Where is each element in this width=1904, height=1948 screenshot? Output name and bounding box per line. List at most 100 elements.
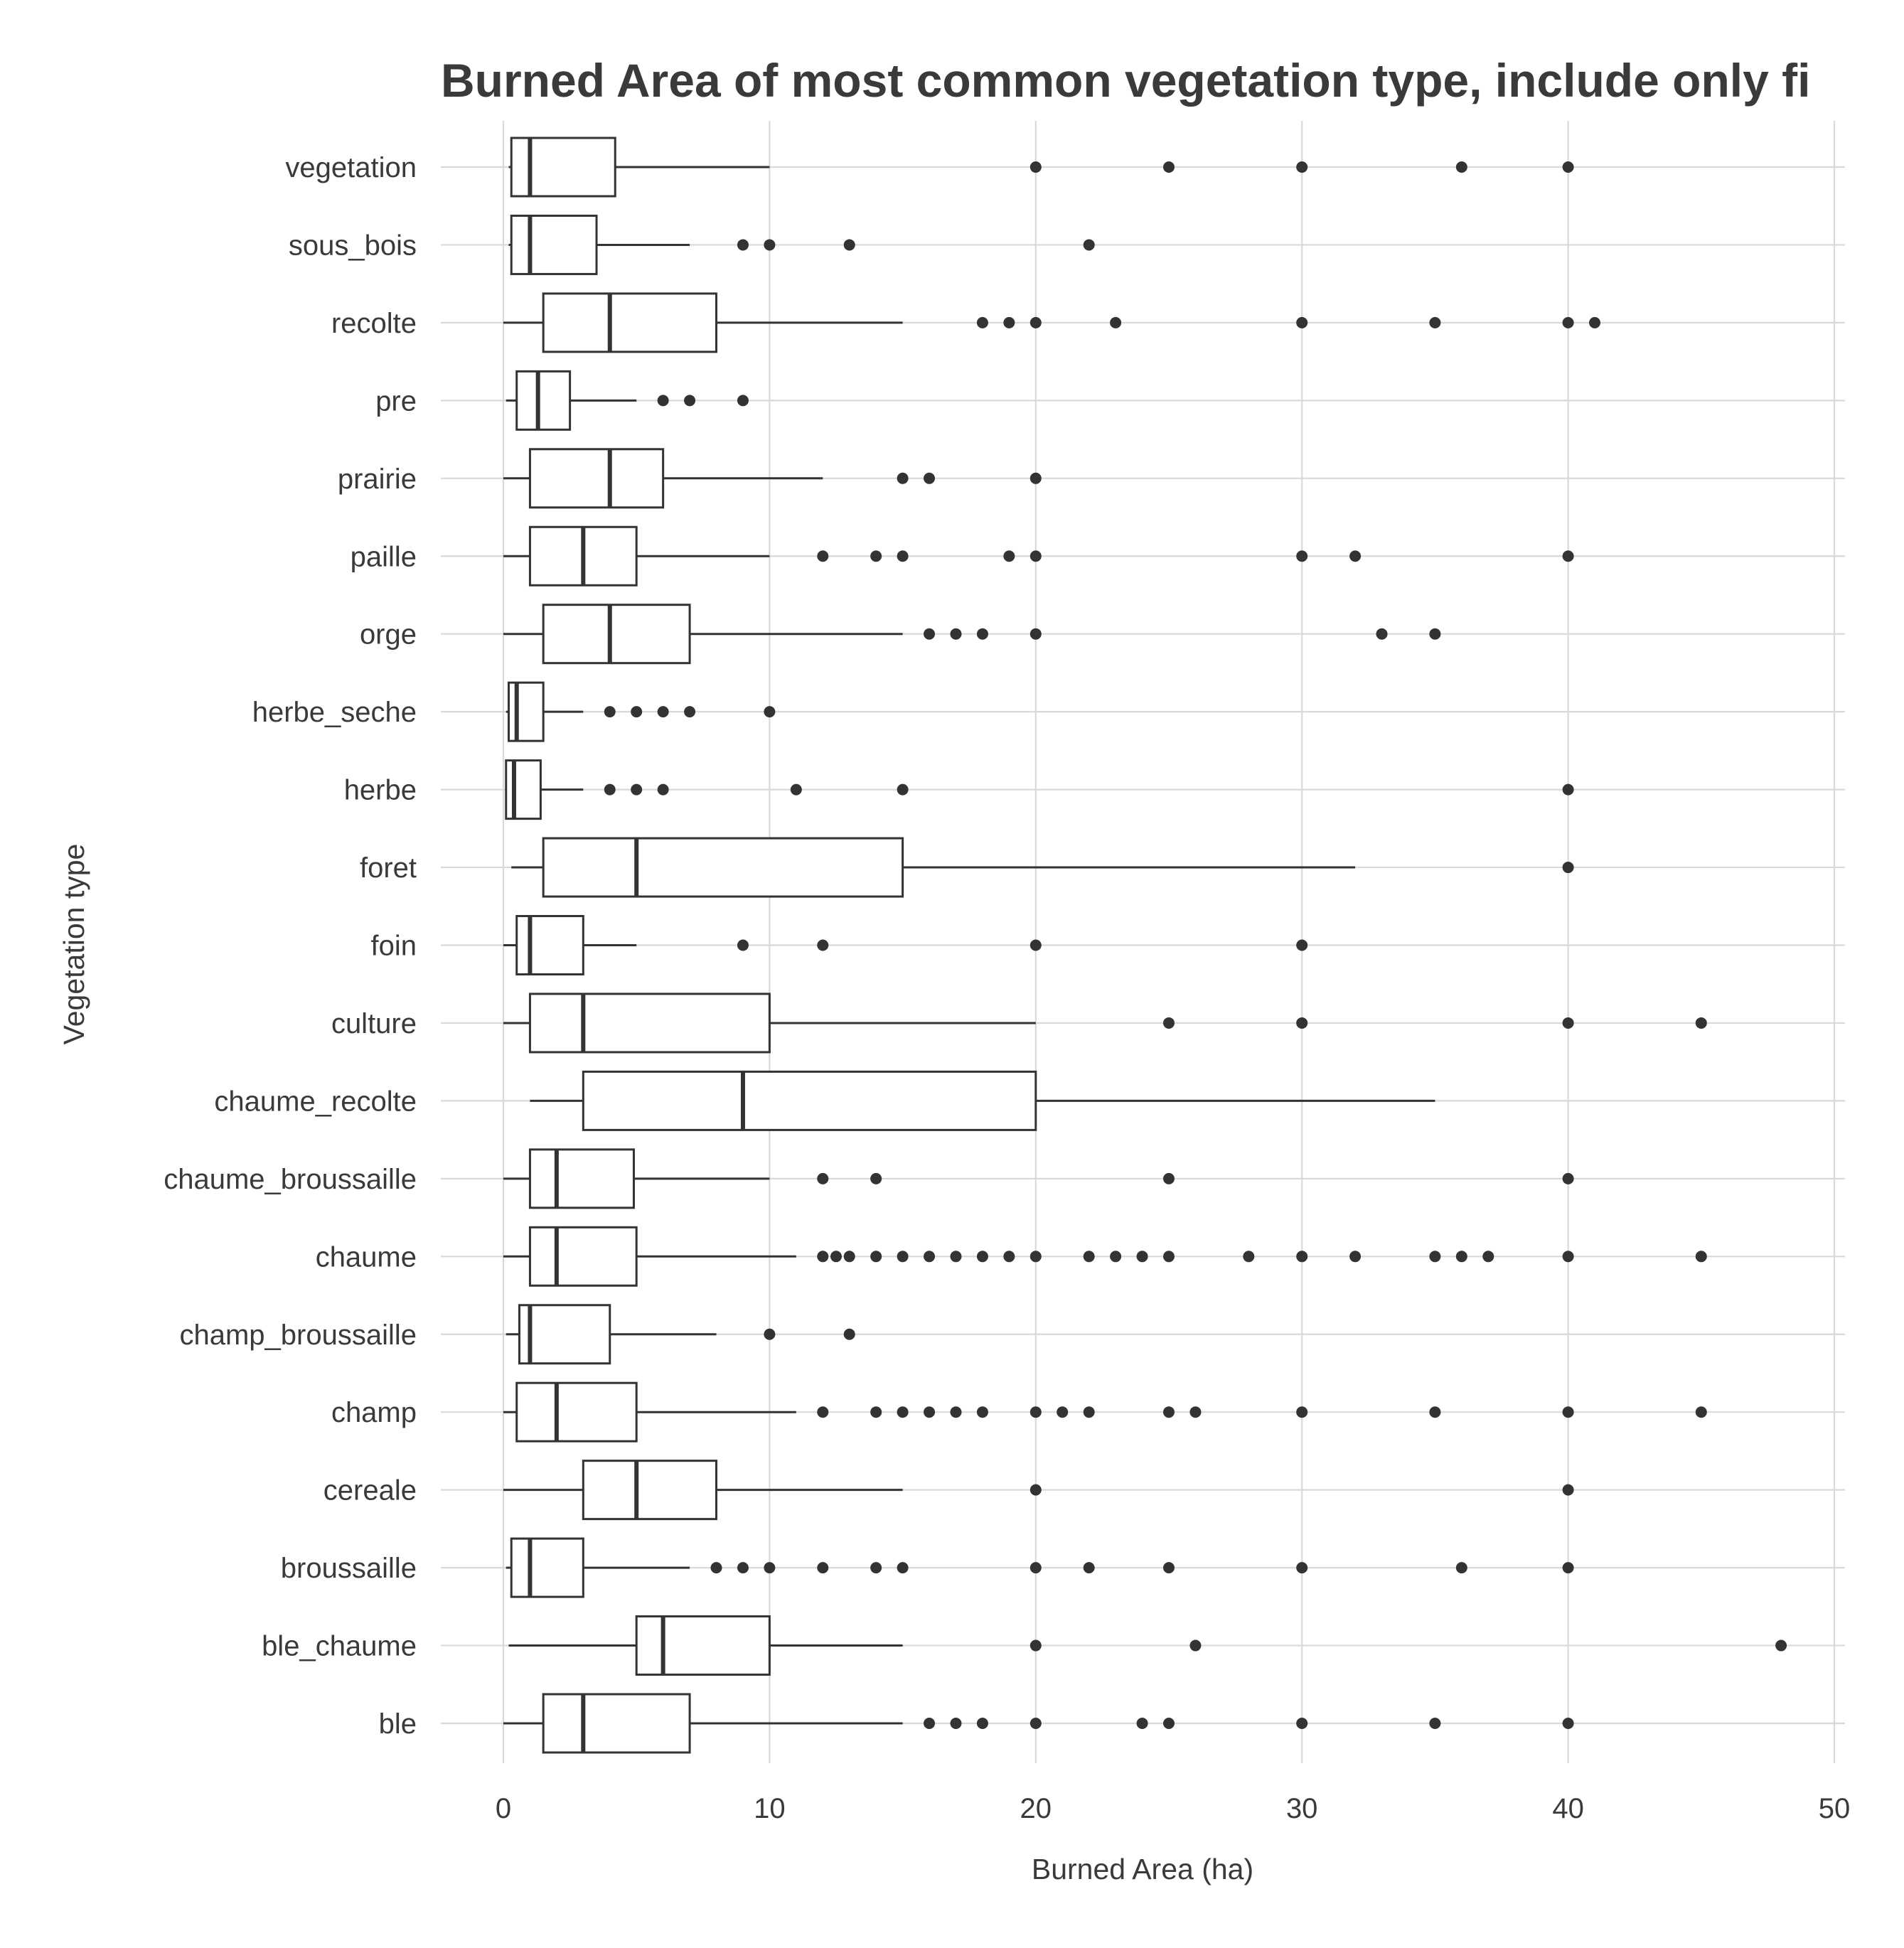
outlier-point [1030,317,1042,328]
outlier-point [950,1718,961,1729]
outlier-point [1563,862,1574,873]
outlier-point [1243,1251,1254,1262]
y-tick-label: champ_broussaille [179,1320,417,1351]
outlier-point [897,784,909,796]
outlier-point [924,628,935,640]
y-tick-label: herbe [344,775,417,806]
outlier-point [1563,550,1574,562]
outlier-point [1163,1173,1175,1184]
outlier-point [1696,1406,1707,1418]
outlier-point [1030,1562,1042,1573]
outlier-point [977,1251,988,1262]
outlier-point [1003,1251,1015,1262]
outlier-point [1084,1406,1095,1418]
outlier-point [1163,1718,1175,1729]
iqr-box [511,215,597,274]
iqr-box [530,449,663,508]
y-tick-label: champ [331,1397,417,1428]
outlier-point [1696,1251,1707,1262]
outlier-point [870,1173,882,1184]
outlier-point [1030,1640,1042,1652]
outlier-point [950,1406,961,1418]
y-tick-labels: vegetationsous_boisrecoltepreprairiepail… [164,152,417,1740]
outlier-point [1296,317,1307,328]
outlier-point [1084,239,1095,250]
y-tick-label: cereale [323,1475,417,1507]
y-tick-label: prairie [338,464,417,495]
outlier-point [1376,628,1388,640]
outlier-point [897,1251,909,1262]
y-tick-label: chaume_broussaille [164,1164,417,1195]
outlier-point [1110,317,1121,328]
outlier-point [897,1562,909,1573]
x-tick-label: 40 [1552,1793,1584,1824]
outlier-point [1296,550,1307,562]
outlier-point [977,628,988,640]
iqr-box [530,1227,636,1285]
outlier-point [1163,161,1175,173]
outlier-point [1482,1251,1494,1262]
iqr-box [543,605,690,663]
outlier-point [897,1406,909,1418]
outlier-point [1296,1251,1307,1262]
outlier-point [844,239,855,250]
y-tick-label: vegetation [285,152,417,183]
outlier-point [604,784,616,796]
x-tick-label: 0 [496,1793,511,1824]
iqr-box [517,371,570,429]
outlier-point [1296,1406,1307,1418]
y-tick-label: foret [360,852,417,884]
outlier-point [977,1406,988,1418]
outlier-point [1429,317,1440,328]
outlier-point [1163,1251,1175,1262]
outlier-point [1563,161,1574,173]
outlier-point [1296,940,1307,951]
y-tick-label: ble [379,1708,417,1740]
outlier-point [658,784,669,796]
outlier-point [1003,550,1015,562]
outlier-point [1296,161,1307,173]
outlier-point [1563,1484,1574,1496]
outlier-point [1563,1017,1574,1029]
outlier-point [1456,1562,1467,1573]
outlier-point [870,1251,882,1262]
outlier-point [897,550,909,562]
y-axis-label: Vegetation type [58,844,90,1045]
x-tick-label: 30 [1286,1793,1318,1824]
outlier-point [1030,628,1042,640]
y-tick-label: ble_chaume [262,1631,417,1662]
outlier-point [764,1329,775,1340]
y-tick-label: chaume [316,1241,417,1273]
outlier-point [1030,161,1042,173]
outlier-point [1189,1640,1201,1652]
outlier-point [1563,1562,1574,1573]
x-tick-labels: 0 10 20 30 40 50 [496,1793,1850,1824]
outlier-point [924,1406,935,1418]
outlier-point [1189,1406,1201,1418]
outlier-point [764,1562,775,1573]
outlier-point [817,1173,828,1184]
outlier-point [870,550,882,562]
outlier-point [817,1562,828,1573]
outlier-point [1030,1406,1042,1418]
outlier-point [737,1562,749,1573]
x-tick-label: 20 [1020,1793,1052,1824]
outlier-point [764,239,775,250]
iqr-box [530,994,769,1052]
outlier-point [1030,940,1042,951]
iqr-box [517,916,584,975]
outlier-point [737,940,749,951]
outlier-point [737,395,749,406]
outlier-point [1429,1406,1440,1418]
outlier-point [1775,1640,1787,1652]
outlier-point [1563,1718,1574,1729]
y-tick-label: orge [360,619,417,651]
outlier-point [1563,784,1574,796]
y-tick-label: recolte [331,308,417,339]
outlier-point [1563,1251,1574,1262]
iqr-box [543,838,902,897]
outlier-point [1030,550,1042,562]
outlier-point [817,940,828,951]
outlier-point [817,1406,828,1418]
iqr-box [583,1071,1035,1130]
